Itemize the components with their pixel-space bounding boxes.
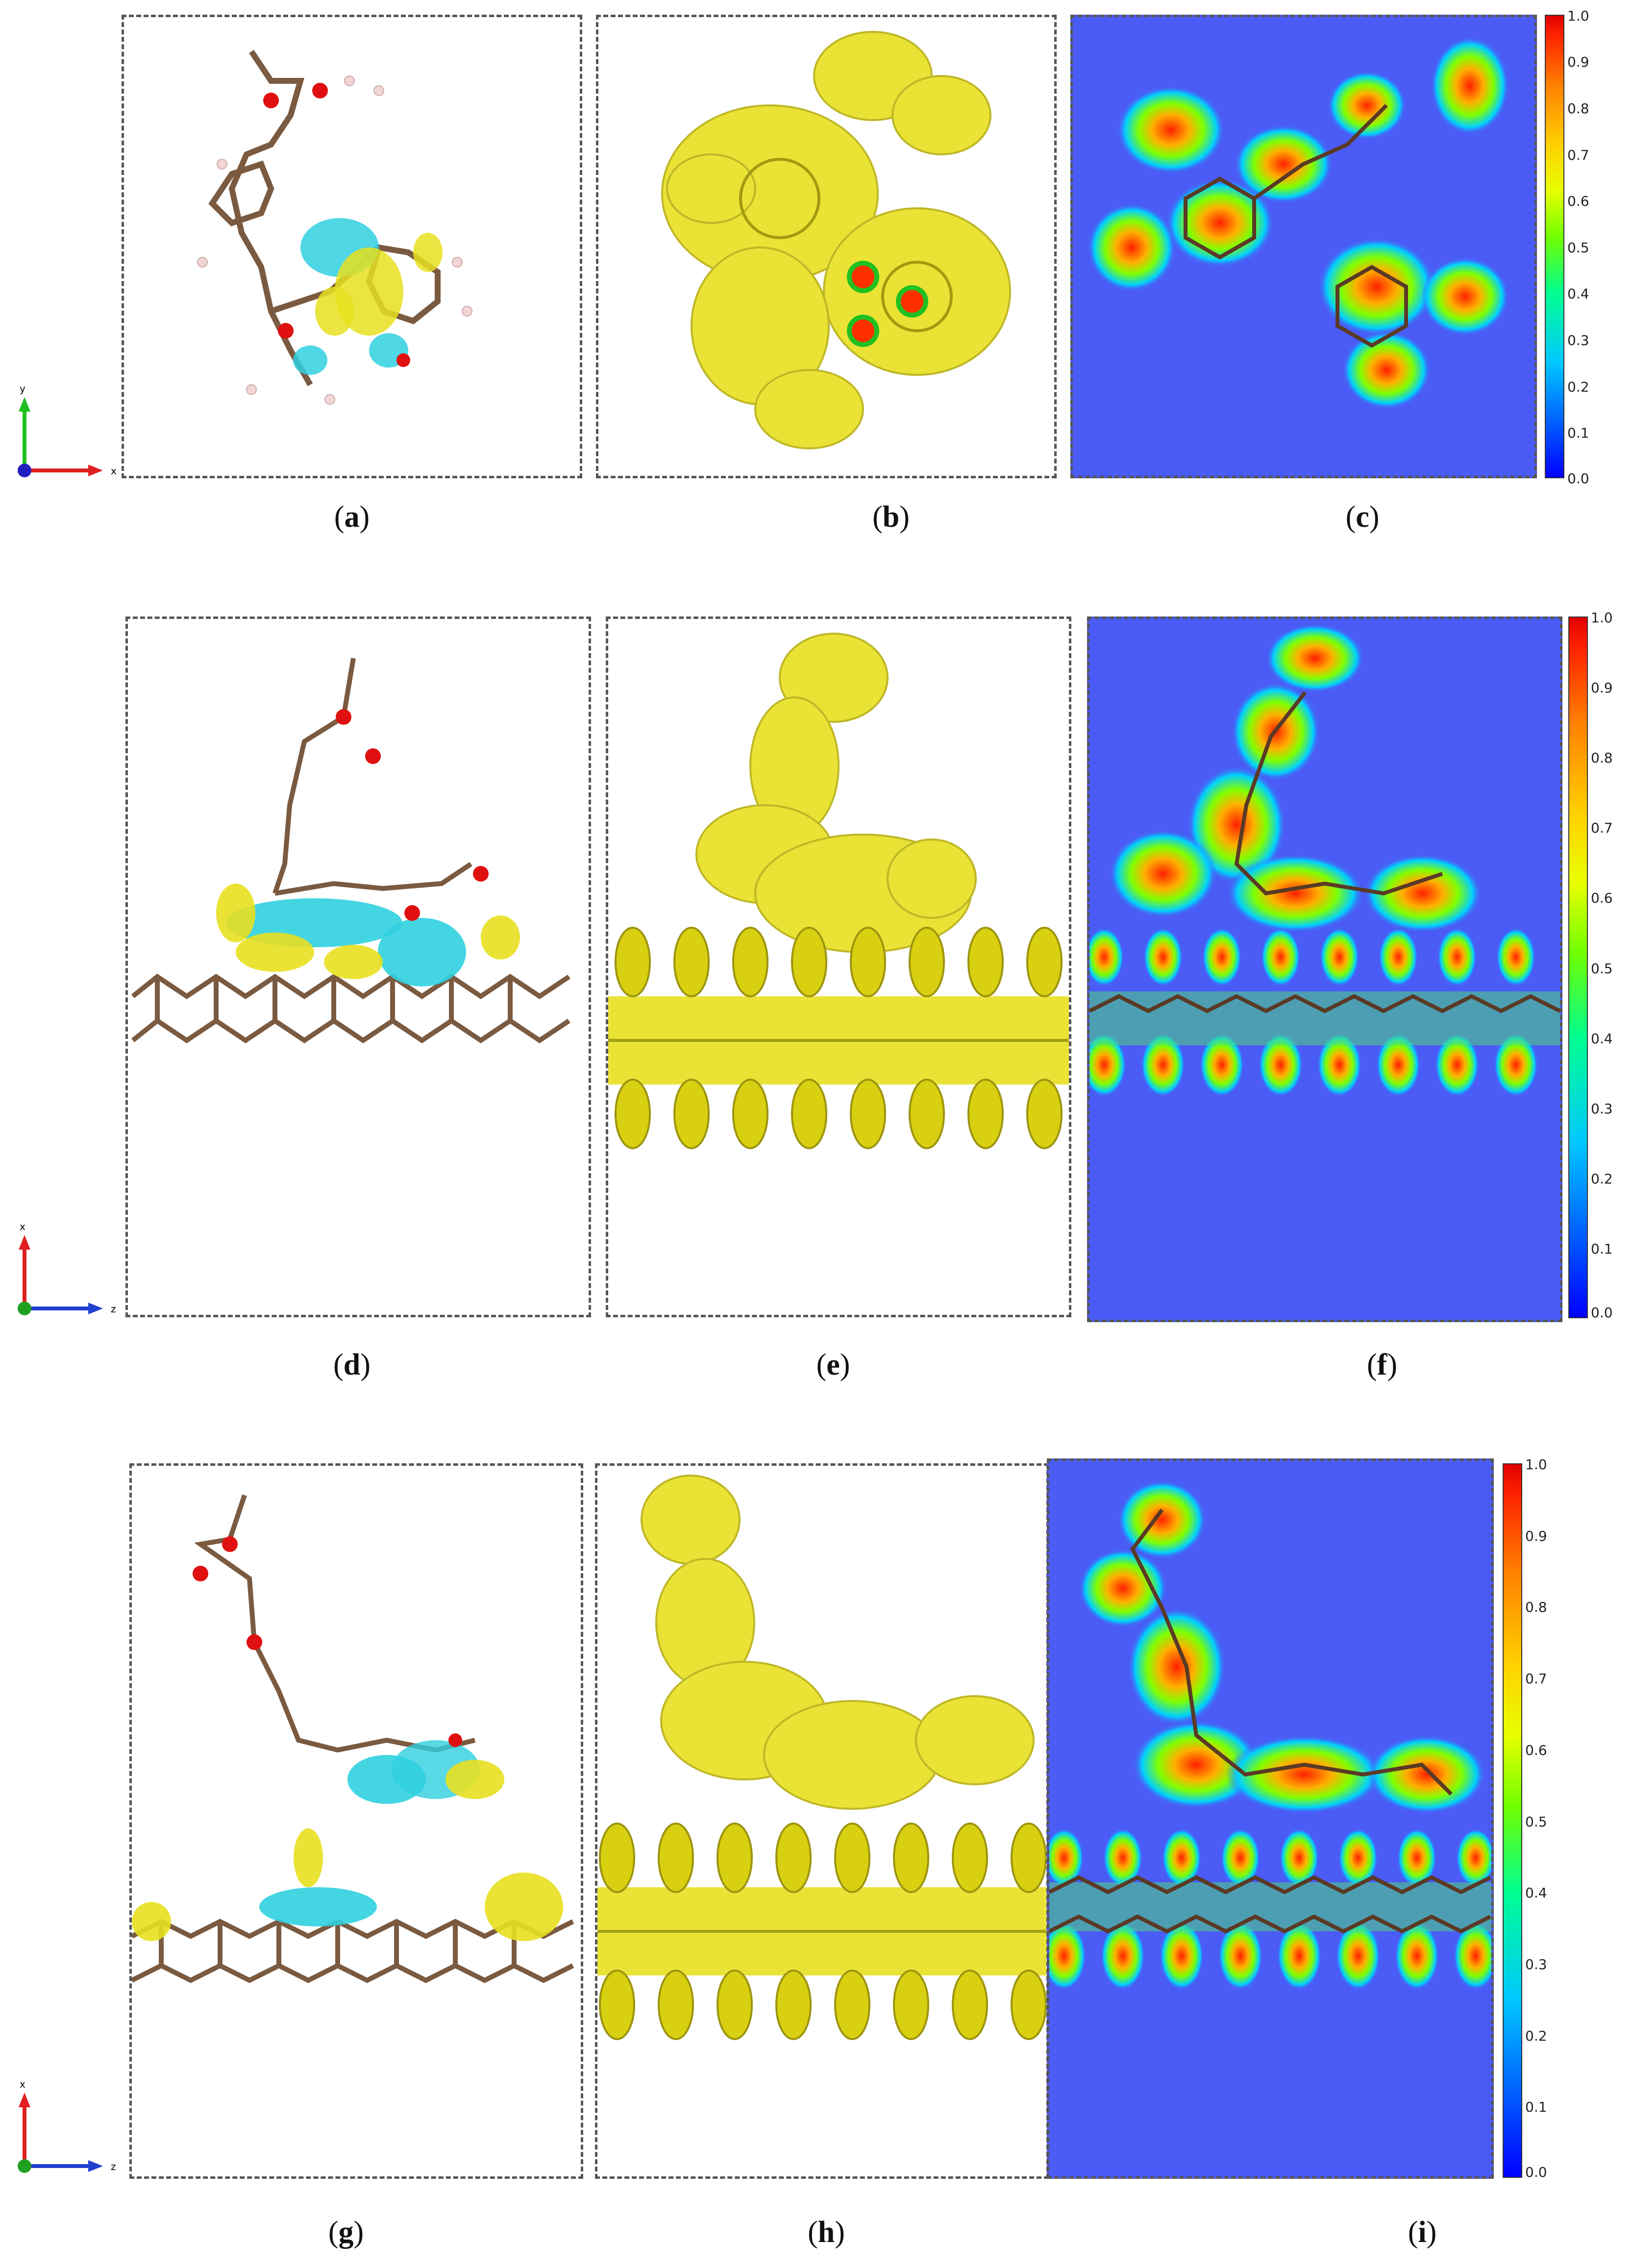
panel-a-charge-density: [122, 15, 582, 478]
axis-label-z: z: [111, 2161, 116, 2172]
panel-h-isosurface: [595, 1463, 1049, 2179]
caption-e: (e): [816, 1348, 850, 1381]
colorbar-row1: [1545, 15, 1564, 478]
panel-d-charge-density: [125, 616, 591, 1317]
caption-a: (a): [334, 500, 370, 534]
axis-label-y: y: [20, 383, 25, 394]
panel-f-elf-map: [1087, 616, 1562, 1322]
axis-label-x: x: [20, 2078, 25, 2090]
caption-c: (c): [1345, 500, 1380, 534]
panel-b-isosurface: [596, 15, 1057, 478]
caption-f: (f): [1367, 1348, 1397, 1381]
caption-h: (h): [808, 2216, 845, 2249]
axis-label-x: x: [111, 465, 117, 477]
panel-i-elf-map: [1047, 1458, 1494, 2179]
axes-triad-row1: y x: [15, 382, 123, 480]
caption-d: (d): [333, 1348, 371, 1381]
colorbar-row3-ticks: 1.0 0.9 0.8 0.7 0.6 0.5 0.4 0.3 0.2 0.1 …: [1525, 1456, 1547, 2180]
caption-i: (i): [1408, 2216, 1437, 2249]
colorbar-row2: [1568, 616, 1588, 1318]
colorbar-row3: [1503, 1463, 1522, 2178]
axes-triad-row2: x z: [15, 1220, 123, 1318]
panel-g-charge-density: [129, 1463, 583, 2179]
axis-label-x: x: [20, 1221, 25, 1233]
axes-triad-row3: x z: [15, 2078, 123, 2176]
caption-g: (g): [328, 2216, 364, 2249]
colorbar-row2-ticks: 1.0 0.9 0.8 0.7 0.6 0.5 0.4 0.3 0.2 0.1 …: [1591, 610, 1613, 1321]
panel-c-elf-map: [1070, 15, 1537, 478]
colorbar-row1-ticks: 1.0 0.9 0.8 0.7 0.6 0.5 0.4 0.3 0.2 0.1 …: [1567, 8, 1589, 487]
caption-b: (b): [872, 500, 910, 534]
panel-e-isosurface: [606, 616, 1071, 1317]
axis-label-z: z: [111, 1303, 116, 1315]
